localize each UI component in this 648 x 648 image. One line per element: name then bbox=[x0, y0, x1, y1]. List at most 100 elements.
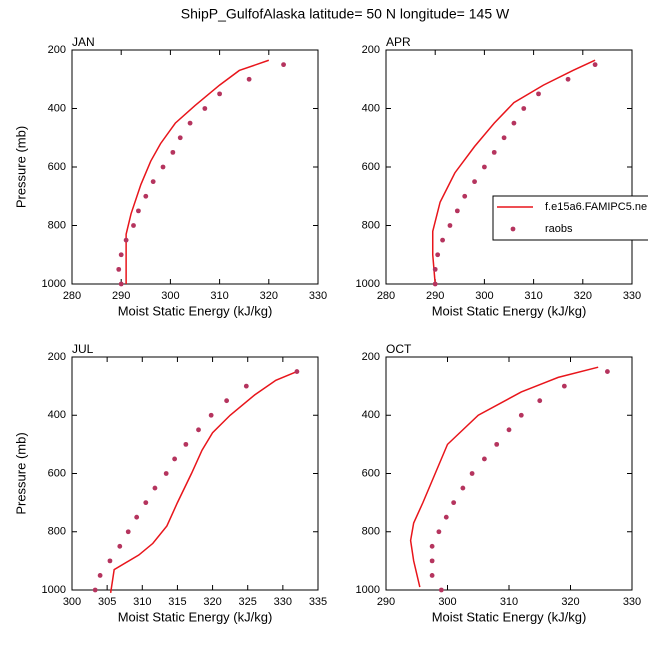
raob-point bbox=[92, 587, 98, 593]
raob-point bbox=[125, 529, 131, 535]
raob-point bbox=[501, 135, 507, 141]
plot-frame bbox=[71, 356, 319, 591]
raob-point bbox=[294, 369, 300, 374]
raob-point bbox=[143, 193, 149, 199]
x-tick-label: 280 bbox=[63, 290, 81, 302]
legend-label: f.e15a6.FAMIPC5.ne bbox=[545, 201, 647, 213]
y-tick-label: 200 bbox=[48, 351, 66, 363]
raob-point bbox=[537, 398, 543, 404]
raob-point bbox=[443, 514, 449, 520]
y-tick-label: 800 bbox=[48, 219, 66, 231]
raob-point bbox=[170, 149, 176, 155]
legend-marker bbox=[510, 226, 516, 232]
raob-point bbox=[432, 266, 438, 272]
x-tick-label: 320 bbox=[574, 290, 592, 302]
plot-frame bbox=[385, 356, 633, 591]
y-tick-label: 600 bbox=[362, 161, 380, 173]
x-tick-label: 300 bbox=[63, 596, 81, 608]
raob-point bbox=[429, 558, 435, 564]
raob-point bbox=[116, 266, 122, 272]
raob-point bbox=[605, 369, 610, 374]
panel-title: APR bbox=[386, 35, 411, 49]
x-tick-label: 290 bbox=[377, 596, 395, 608]
raob-point bbox=[134, 514, 140, 520]
x-tick-label: 320 bbox=[561, 596, 579, 608]
x-axis-label: Moist Static Energy (kJ/kg) bbox=[118, 609, 273, 624]
raob-point bbox=[187, 120, 193, 126]
plot-frame bbox=[71, 49, 319, 285]
y-tick-label: 600 bbox=[48, 467, 66, 479]
raob-point bbox=[518, 412, 524, 418]
legend-box bbox=[492, 195, 648, 241]
raob-point bbox=[152, 485, 158, 491]
raob-point bbox=[432, 281, 438, 287]
model-line bbox=[409, 366, 599, 588]
y-tick-label: 600 bbox=[362, 467, 380, 479]
figure-title: ShipP_GulfofAlaska latitude= 50 N longit… bbox=[181, 6, 510, 22]
raob-point bbox=[136, 208, 141, 214]
x-tick-label: 310 bbox=[500, 596, 518, 608]
raob-point bbox=[436, 529, 442, 535]
raob-point bbox=[435, 252, 441, 258]
x-axis-label: Moist Static Energy (kJ/kg) bbox=[432, 609, 587, 624]
x-tick-label: 330 bbox=[623, 596, 641, 608]
y-tick-label: 400 bbox=[48, 409, 66, 421]
y-tick-label: 1000 bbox=[42, 584, 66, 596]
raob-point bbox=[438, 587, 444, 593]
y-tick-label: 1000 bbox=[356, 278, 380, 290]
x-tick-label: 330 bbox=[309, 290, 327, 302]
panel-title: JUL bbox=[72, 342, 94, 356]
x-tick-label: 300 bbox=[438, 596, 456, 608]
x-tick-label: 310 bbox=[133, 596, 151, 608]
raob-point bbox=[217, 91, 223, 97]
raob-point bbox=[172, 456, 178, 462]
raob-point bbox=[131, 223, 136, 228]
y-tick-label: 200 bbox=[48, 44, 66, 56]
raob-point bbox=[118, 252, 124, 258]
raob-point bbox=[506, 427, 512, 433]
raob-point bbox=[592, 62, 598, 68]
raob-point bbox=[117, 543, 123, 549]
y-tick-label: 200 bbox=[362, 351, 380, 363]
raob-point bbox=[561, 383, 567, 389]
y-tick-label: 400 bbox=[362, 409, 380, 421]
y-axis-label: Pressure (mb) bbox=[13, 432, 28, 514]
raob-point bbox=[454, 208, 460, 214]
x-tick-label: 290 bbox=[112, 290, 130, 302]
raob-point bbox=[429, 573, 435, 578]
raob-point bbox=[472, 179, 477, 185]
model-line bbox=[431, 59, 596, 285]
raob-point bbox=[246, 76, 252, 82]
raob-point bbox=[429, 543, 435, 549]
y-tick-label: 800 bbox=[362, 219, 380, 231]
x-tick-label: 300 bbox=[161, 290, 179, 302]
x-tick-label: 335 bbox=[309, 596, 327, 608]
raob-point bbox=[123, 237, 129, 243]
x-tick-label: 320 bbox=[203, 596, 221, 608]
raob-point bbox=[160, 164, 166, 170]
x-axis-label: Moist Static Energy (kJ/kg) bbox=[432, 303, 587, 318]
raob-point bbox=[491, 149, 497, 155]
raob-point bbox=[482, 456, 487, 462]
raob-point bbox=[536, 91, 541, 97]
raob-point bbox=[143, 500, 149, 506]
raob-point bbox=[163, 471, 169, 476]
x-tick-label: 315 bbox=[168, 596, 186, 608]
raob-point bbox=[565, 76, 571, 82]
raob-point bbox=[482, 164, 487, 170]
raob-point bbox=[440, 237, 445, 243]
model-line bbox=[125, 59, 270, 284]
x-tick-label: 325 bbox=[239, 596, 257, 608]
raob-point bbox=[97, 573, 103, 578]
panel-title: JAN bbox=[72, 35, 95, 49]
raob-point bbox=[150, 179, 156, 185]
x-tick-label: 320 bbox=[260, 290, 278, 302]
y-tick-label: 1000 bbox=[42, 278, 66, 290]
raob-point bbox=[462, 193, 468, 199]
raob-point bbox=[202, 106, 208, 111]
raob-point bbox=[494, 441, 500, 447]
x-axis-label: Moist Static Energy (kJ/kg) bbox=[118, 303, 273, 318]
raob-point bbox=[224, 398, 230, 404]
raob-point bbox=[107, 558, 113, 564]
